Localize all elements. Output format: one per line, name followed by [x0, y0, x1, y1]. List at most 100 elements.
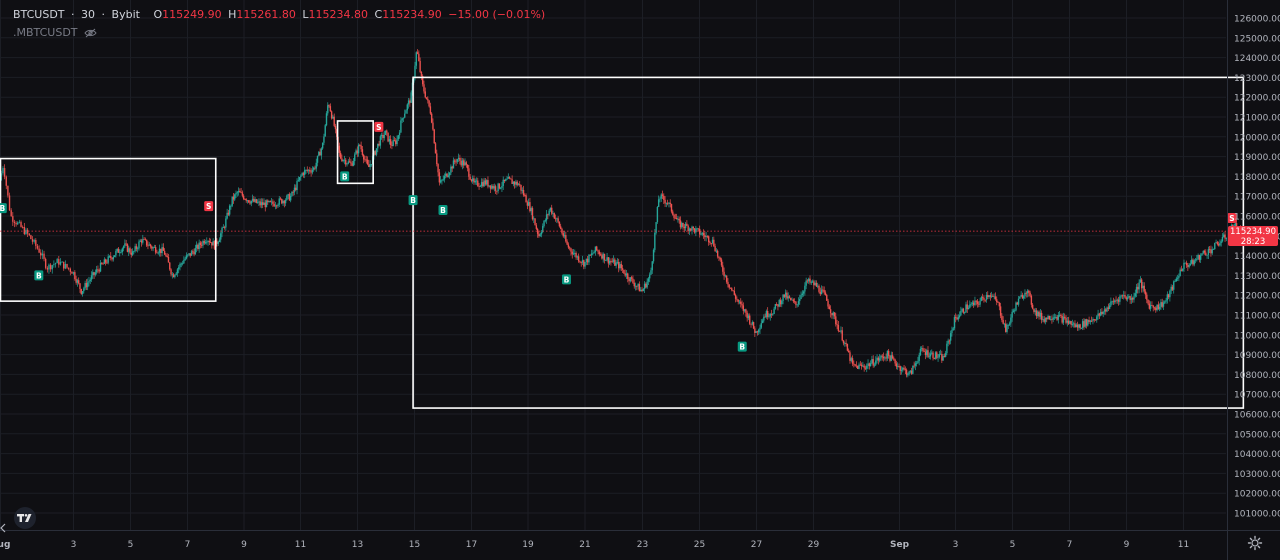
candle-body: [489, 185, 492, 189]
candle-body: [142, 238, 144, 243]
candle-body: [571, 251, 573, 255]
candle-body: [506, 178, 508, 180]
candle-body: [206, 241, 208, 243]
candle-body: [716, 250, 719, 257]
candle-body: [484, 180, 487, 185]
candle-body: [939, 353, 942, 355]
candle-body: [172, 274, 175, 278]
candle-body: [832, 312, 834, 316]
candle-body: [611, 261, 613, 263]
candle-body: [922, 348, 924, 351]
candle-body: [1171, 286, 1174, 290]
symbol-legend[interactable]: BTCUSDT · 30 · Bybit O115249.90 H115261.…: [13, 8, 548, 21]
candle-body: [729, 287, 732, 289]
candle-body: [972, 302, 975, 306]
symbol-name[interactable]: BTCUSDT: [13, 8, 65, 21]
candle-body: [85, 283, 88, 288]
candle-body: [881, 355, 883, 357]
candle-body: [1073, 323, 1075, 325]
candle-body: [125, 243, 127, 245]
candle-body: [226, 212, 228, 219]
candle-body: [357, 144, 360, 154]
y-tick-label: 120000.00: [1234, 133, 1280, 143]
candle-body: [746, 312, 748, 319]
candle-body: [1098, 313, 1101, 316]
candle-body: [1069, 321, 1071, 324]
candle-body: [817, 285, 819, 287]
candle-body: [477, 180, 479, 186]
candle-body: [1220, 241, 1222, 244]
candle-body: [864, 367, 867, 369]
x-tick-label: 3: [71, 540, 77, 550]
candle-body: [827, 300, 829, 307]
candle-body: [1105, 309, 1107, 312]
candle-body: [1219, 243, 1221, 246]
candle-body: [910, 370, 913, 374]
chevron-left-icon[interactable]: [0, 522, 6, 534]
buy-signal: B: [737, 341, 747, 352]
range-box: [412, 76, 1245, 409]
candle-body: [725, 275, 728, 282]
candle-body: [891, 355, 894, 359]
open-label: O: [153, 8, 163, 21]
candle-body: [756, 331, 759, 333]
candle-body: [895, 363, 898, 367]
tradingview-logo-icon[interactable]: [11, 507, 39, 529]
candle-body: [1094, 319, 1097, 321]
candle-body: [427, 98, 429, 101]
y-tick-label: 108000.00: [1234, 371, 1280, 381]
candle-body: [327, 105, 329, 114]
candle-body: [479, 186, 482, 187]
candle-body: [86, 282, 89, 288]
interval[interactable]: 30: [81, 8, 96, 21]
eye-crossed-icon[interactable]: [83, 28, 97, 38]
candle-body: [527, 202, 530, 206]
candle-body: [1037, 311, 1039, 317]
candle-body: [113, 255, 116, 257]
candle-body: [130, 252, 132, 255]
candle-body: [430, 113, 433, 123]
candle-body: [788, 296, 791, 298]
indicator-name[interactable]: .MBTCUSDT: [13, 26, 78, 39]
candle-body: [332, 116, 334, 119]
x-tick-label: 7: [185, 540, 191, 550]
candle-body: [350, 162, 352, 164]
candle-body: [1130, 298, 1133, 300]
candle-body: [584, 262, 586, 267]
candle-body: [822, 289, 824, 291]
candle-body: [673, 214, 675, 218]
signal-label: B: [564, 275, 570, 284]
candle-body: [179, 263, 181, 268]
candle-body: [733, 290, 736, 295]
high-value: 115261.80: [236, 8, 296, 21]
candle-body: [222, 227, 225, 229]
candle-body: [345, 159, 347, 165]
candle-body: [583, 260, 585, 267]
candle-body: [396, 139, 398, 145]
candle-body: [18, 221, 21, 223]
candle-body: [877, 357, 880, 361]
candle-body: [188, 253, 190, 255]
candle-body: [742, 305, 745, 311]
candle-body: [325, 113, 328, 126]
candle-body: [624, 273, 626, 276]
candle-body: [1060, 314, 1062, 316]
x-tick-label: 25: [694, 540, 705, 550]
indicator-legend[interactable]: .MBTCUSDT: [13, 26, 97, 39]
candle-body: [1189, 263, 1192, 265]
candle-body: [804, 285, 806, 292]
candle-body: [25, 229, 27, 235]
candle-body: [918, 354, 920, 362]
candle-body: [923, 350, 925, 352]
candle-body: [1164, 301, 1166, 303]
candle-body: [792, 299, 795, 302]
candle-body: [503, 179, 506, 182]
candle-body: [438, 172, 441, 183]
candle-body: [469, 176, 471, 180]
gear-icon[interactable]: [1247, 535, 1263, 551]
candle-body: [575, 252, 577, 258]
candle-body: [104, 259, 107, 263]
range-box: [0, 157, 217, 302]
